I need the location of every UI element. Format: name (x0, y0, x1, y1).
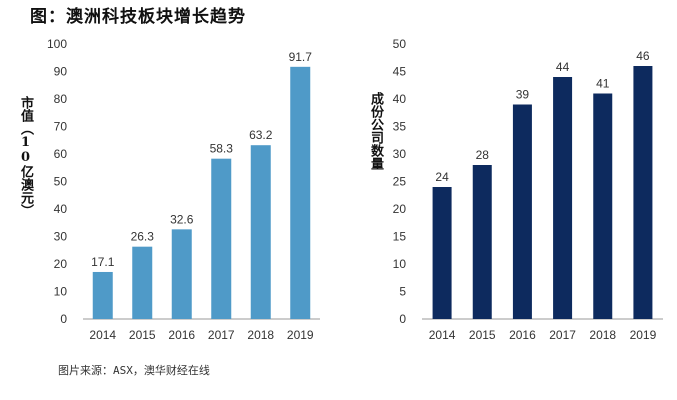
market-cap-y-tick-label: 80 (54, 92, 68, 106)
company-count-bar-2015 (472, 165, 492, 319)
market-cap-y-tick-label: 10 (54, 285, 68, 299)
company-count-bar-2018 (593, 93, 613, 319)
source-note: 图片来源：ASX，澳华财经在线 (58, 364, 210, 377)
market-cap-data-label-2017: 58.3 (210, 142, 234, 156)
company-count-x-tick-label: 2014 (429, 328, 456, 342)
market-cap-x-tick-label: 2015 (129, 328, 156, 342)
market-cap-data-label-2015: 26.3 (131, 230, 155, 244)
market-cap-data-label-2018: 63.2 (249, 128, 273, 142)
company-count-x-tick-label: 2016 (509, 328, 536, 342)
market-cap-data-label-2014: 17.1 (91, 255, 115, 269)
market-cap-data-label-2016: 32.6 (170, 212, 194, 226)
company-count-x-tick-label: 2018 (589, 328, 616, 342)
company-count-x-tick-label: 2017 (549, 328, 576, 342)
market-cap-bar-2019 (290, 66, 311, 319)
company-count-data-label-2014: 24 (435, 170, 449, 184)
market-cap-bar-2018 (250, 145, 271, 319)
market-cap-x-tick-label: 2018 (247, 328, 274, 342)
market-cap-y-tick-label: 50 (54, 175, 68, 189)
company-count-y-tick-label: 0 (399, 312, 406, 326)
company-count-y-tick-label: 10 (393, 257, 407, 271)
company-count-x-tick-label: 2015 (469, 328, 496, 342)
company-count-x-tick-label: 2019 (630, 328, 657, 342)
company-count-bar-2017 (553, 77, 573, 319)
market-cap-bar-2015 (132, 246, 153, 319)
market-cap-bar-2017 (211, 158, 232, 319)
company-count-data-label-2016: 39 (516, 88, 530, 102)
market-cap-y-tick-label: 30 (54, 230, 68, 244)
left-y-axis-label: 市值（10亿澳元） (18, 96, 33, 217)
market-cap-x-tick-label: 2016 (168, 328, 195, 342)
company-count-y-tick-label: 50 (393, 37, 407, 51)
market-cap-y-tick-label: 100 (47, 37, 67, 51)
market-cap-y-tick-label: 70 (54, 120, 68, 134)
market-cap-y-tick-label: 40 (54, 202, 68, 216)
right-y-axis-label: 成份公司数量 (368, 92, 383, 170)
market-cap-bar-2016 (171, 229, 192, 319)
market-cap-y-tick-label: 20 (54, 257, 68, 271)
market-cap-data-label-2019: 91.7 (289, 50, 313, 64)
company-count-y-tick-label: 35 (393, 120, 407, 134)
market-cap-bar-chart: 0 10 20 30 40 50 60 70 80 90 100 17.1 2014 26.3 2015 32… (47, 37, 320, 342)
company-count-data-label-2015: 28 (476, 148, 490, 162)
company-count-bar-2019 (633, 66, 653, 319)
market-cap-x-tick-label: 2019 (287, 328, 314, 342)
market-cap-y-tick-label: 90 (54, 65, 68, 79)
company-count-y-tick-label: 5 (399, 285, 406, 299)
company-count-y-tick-label: 20 (393, 202, 407, 216)
market-cap-x-tick-label: 2014 (89, 328, 116, 342)
company-count-data-label-2018: 41 (596, 77, 610, 91)
company-count-bar-2016 (512, 104, 532, 319)
company-count-data-label-2019: 46 (636, 49, 650, 63)
market-cap-bar-2014 (92, 271, 113, 319)
company-count-y-tick-label: 30 (393, 147, 407, 161)
market-cap-y-tick-label: 0 (60, 312, 67, 326)
company-count-y-tick-label: 40 (393, 92, 407, 106)
company-count-bar-2014 (432, 187, 452, 319)
market-cap-y-tick-label: 60 (54, 147, 68, 161)
company-count-y-tick-label: 15 (393, 230, 407, 244)
chart-title: 图：澳洲科技板块增长趋势 (30, 7, 246, 27)
company-count-y-tick-label: 45 (393, 65, 407, 79)
company-count-y-tick-label: 25 (393, 175, 407, 189)
company-count-data-label-2017: 44 (556, 60, 570, 74)
company-count-bar-chart: 0 5 10 15 20 25 30 35 40 45 50 24 2014 28 2015 39 2016 44… (393, 37, 663, 342)
market-cap-x-tick-label: 2017 (208, 328, 235, 342)
